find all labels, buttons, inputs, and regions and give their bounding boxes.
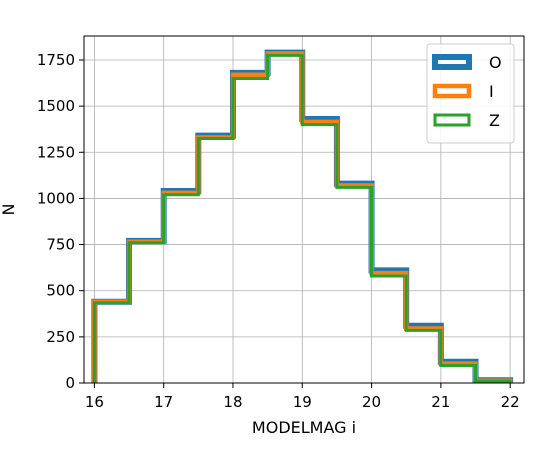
series-z-step: [92, 53, 512, 383]
legend-label-o: O: [489, 53, 502, 72]
x-tick-label: 21: [431, 393, 450, 411]
plot-frame: [83, 35, 525, 384]
x-axis-label: MODELMAG i: [252, 418, 356, 437]
x-tick-label: 22: [501, 393, 520, 411]
legend-label-i: I: [489, 82, 494, 101]
y-tick-label: 0: [65, 374, 75, 392]
x-tick-label: 18: [223, 393, 242, 411]
y-tick-label: 1750: [37, 51, 75, 69]
legend-swatch-i: [432, 83, 472, 99]
y-tick-label: 500: [46, 282, 75, 300]
legend-swatch-z: [433, 113, 471, 127]
legend: OIZ: [426, 43, 515, 144]
legend-label-z: Z: [489, 111, 500, 130]
axis-ticks: 16 17 18 19 20 21 22 0 250 500 750 1000 1250 1500 1750: [37, 51, 520, 411]
y-axis-label: N: [0, 204, 18, 216]
x-tick-label: 17: [154, 393, 173, 411]
y-tick-label: 250: [46, 328, 75, 346]
legend-swatch-o: [432, 54, 472, 70]
series-layer: [91, 49, 514, 384]
x-tick-label: 20: [362, 393, 381, 411]
y-tick-label: 1250: [37, 143, 75, 161]
x-tick-label: 19: [293, 393, 312, 411]
x-tick-label: 16: [85, 393, 104, 411]
y-tick-label: 1500: [37, 97, 75, 115]
y-tick-label: 750: [46, 236, 75, 254]
y-tick-label: 1000: [37, 189, 75, 207]
